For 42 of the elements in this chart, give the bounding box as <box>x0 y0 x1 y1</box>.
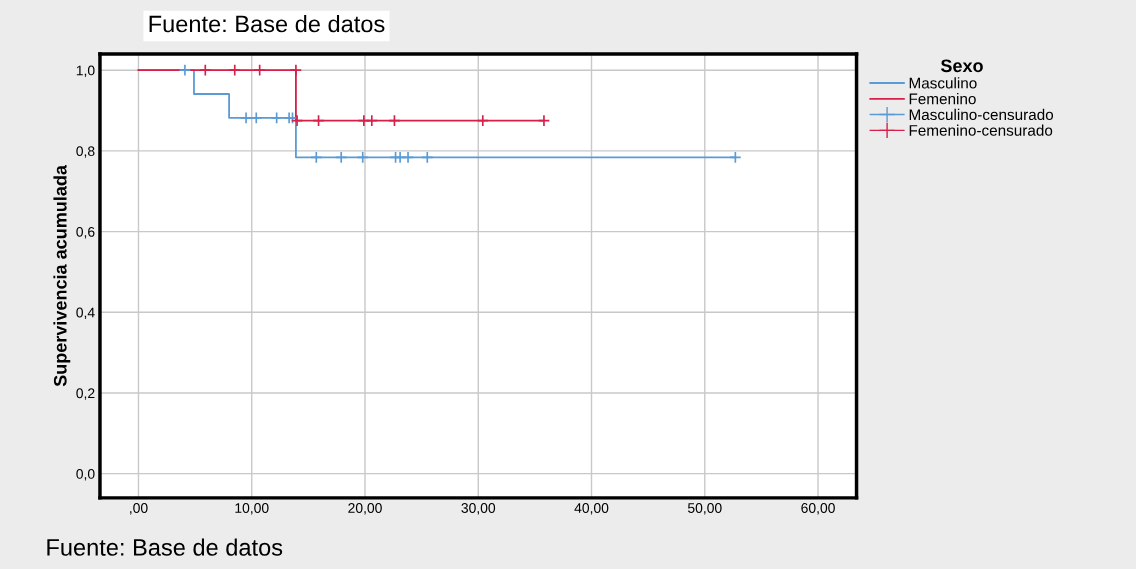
source-note: Fuente: Base de datos <box>149 14 385 33</box>
x-tick-label: 60,00 <box>801 503 835 515</box>
point <box>729 151 742 164</box>
point <box>239 111 253 125</box>
y-tick-label: 0,8 <box>76 146 95 158</box>
x-tick-label: 30,00 <box>461 503 496 515</box>
point <box>356 151 369 164</box>
point <box>334 151 348 164</box>
point <box>228 63 241 77</box>
point <box>537 114 551 127</box>
legend-label: Femenino-censurado <box>909 124 1053 136</box>
source-note: Fuente: Base de datos <box>47 538 283 556</box>
legend-label: Masculino-censurado <box>909 108 1054 121</box>
point <box>286 111 299 125</box>
x-tick-label: 10,00 <box>235 503 269 515</box>
point <box>401 151 415 164</box>
x-tick-label: ,00 <box>130 503 148 515</box>
y-tick-label: 0,2 <box>76 388 95 400</box>
point <box>476 114 490 127</box>
x-tick-label: 40,00 <box>574 503 609 515</box>
y-tick-label: 1,0 <box>76 65 95 77</box>
legend-label: Masculino <box>909 77 977 89</box>
point <box>289 63 303 77</box>
point <box>178 63 192 77</box>
point <box>290 114 304 127</box>
y-axis-title: Supervivencia acumulada <box>53 164 71 387</box>
y-tick-label: 0,0 <box>76 469 95 481</box>
legend-title: Sexo <box>940 59 983 73</box>
point <box>199 63 212 77</box>
point <box>365 114 379 127</box>
point <box>312 114 325 127</box>
point <box>421 151 434 164</box>
x-tick-label: 20,00 <box>348 503 382 515</box>
legend-label: Femenino <box>909 93 976 105</box>
point <box>253 63 266 77</box>
x-tick-label: 50,00 <box>687 503 722 515</box>
y-tick-label: 0,4 <box>76 307 95 320</box>
point <box>388 114 401 127</box>
point <box>270 111 283 125</box>
point <box>310 151 323 164</box>
y-tick-label: 0,6 <box>76 226 95 239</box>
point <box>250 111 263 125</box>
